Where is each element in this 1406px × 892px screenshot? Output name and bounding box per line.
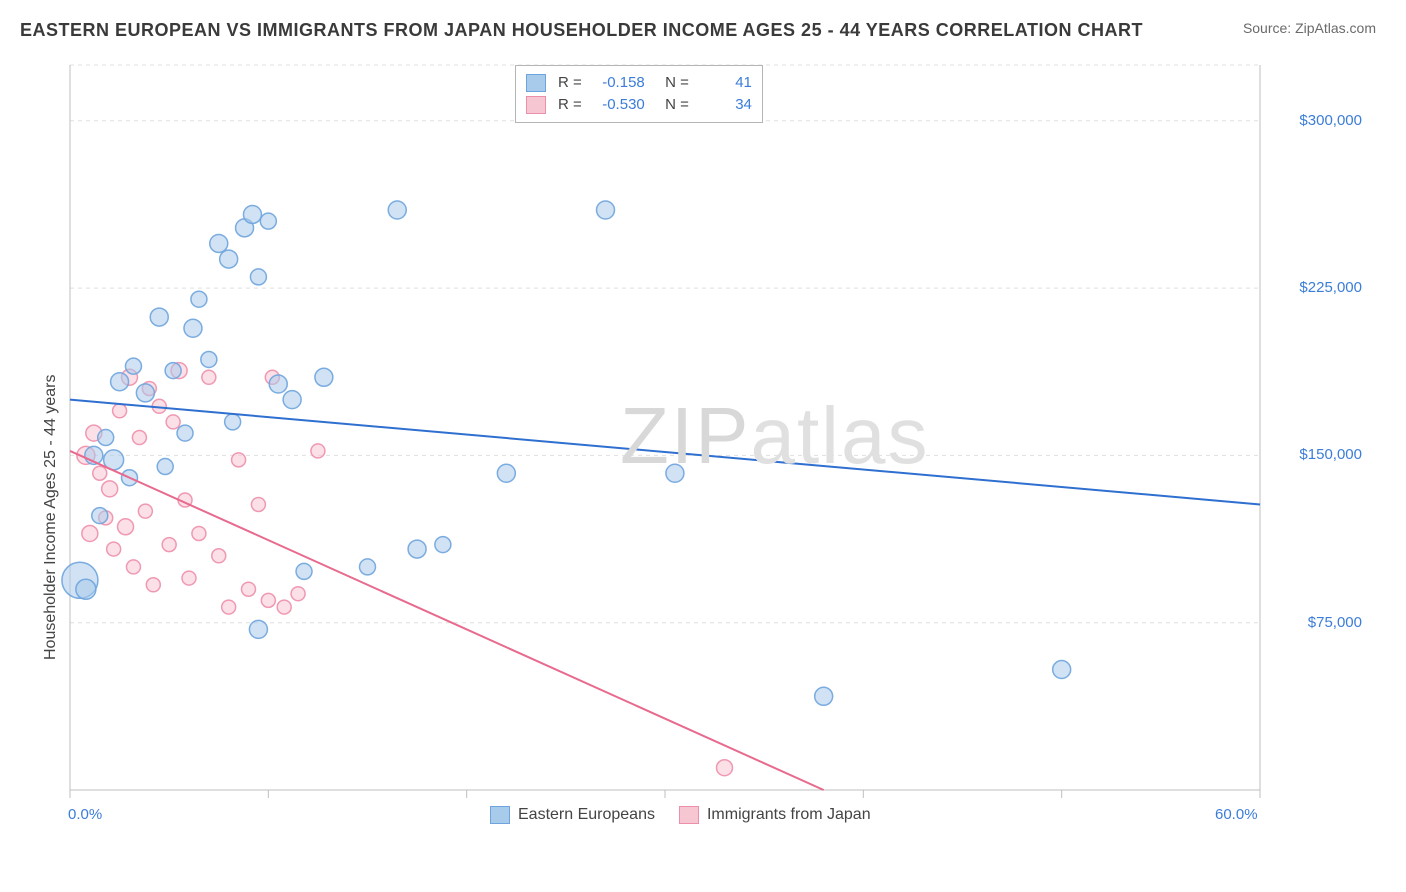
n-value-0: 41 [697,72,752,94]
legend-row-series-1: R = -0.530 N = 34 [526,94,752,116]
source-attribution: Source: ZipAtlas.com [1243,20,1376,36]
swatch-bottom-1 [679,806,699,824]
y-tick-label: $75,000 [1272,614,1362,631]
y-axis-label: Householder Income Ages 25 - 44 years [42,375,60,661]
x-tick-label: 0.0% [68,806,102,823]
n-value-1: 34 [697,94,752,116]
n-label: N = [657,94,689,116]
n-label: N = [657,72,689,94]
x-tick-label: 60.0% [1215,806,1258,823]
swatch-series-0 [526,74,546,92]
legend-item-1: Immigrants from Japan [679,806,871,824]
y-tick-label: $300,000 [1272,112,1362,129]
r-label: R = [558,72,582,94]
correlation-legend: R = -0.158 N = 41 R = -0.530 N = 34 [515,65,763,123]
chart-title: EASTERN EUROPEAN VS IMMIGRANTS FROM JAPA… [20,20,1143,41]
legend-label-0: Eastern Europeans [518,806,655,824]
r-label: R = [558,94,582,116]
swatch-bottom-0 [490,806,510,824]
y-tick-label: $150,000 [1272,446,1362,463]
chart-plot-area: R = -0.158 N = 41 R = -0.530 N = 34 ZIPa… [60,60,1370,830]
r-value-0: -0.158 [590,72,645,94]
legend-item-0: Eastern Europeans [490,806,655,824]
series-legend: Eastern Europeans Immigrants from Japan [490,806,871,824]
chart-svg [60,60,1370,830]
y-tick-label: $225,000 [1272,279,1362,296]
legend-row-series-0: R = -0.158 N = 41 [526,72,752,94]
swatch-series-1 [526,96,546,114]
r-value-1: -0.530 [590,94,645,116]
legend-label-1: Immigrants from Japan [707,806,871,824]
